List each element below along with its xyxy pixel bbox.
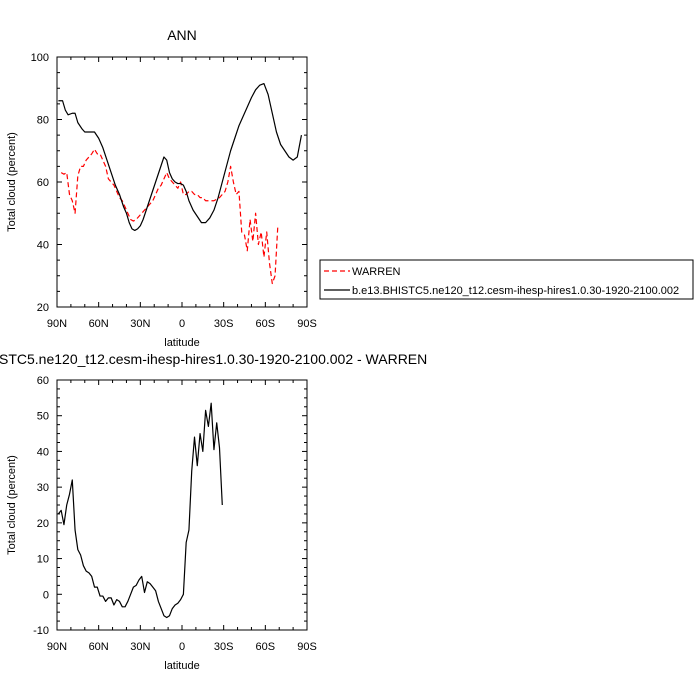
chart-top-ytick-label: 20 [37,302,49,314]
chart-bottom-series [57,402,223,619]
chart-bottom-ytick-label: 40 [37,446,49,458]
chart-top-ytick-label: 100 [31,52,49,64]
chart-top-ytick-label: 80 [37,115,49,127]
chart-bottom-xtick-label: 60S [256,641,276,653]
chart-top-series-warren-line [60,148,279,285]
chart-top-xtick-label: 60S [256,318,276,330]
chart-top-plot-area: 90N 60N 30N 0 30S 60S 90S 20 40 60 80 100 [31,52,317,330]
chart-top-xtick-label: 90N [47,318,67,330]
chart-bottom-xtick-label: 90N [47,641,67,653]
chart-bottom-xtick-label: 90S [297,641,317,653]
chart-bottom: b.e13.BHISTC5.ne120_t12.cesm-ihesp-hires… [0,351,427,672]
chart-bottom-xtick-label: 60N [89,641,109,653]
chart-top-series-model-line [58,82,303,232]
chart-bottom-xlabel: latitude [164,660,199,672]
chart-bottom-title: b.e13.BHISTC5.ne120_t12.cesm-ihesp-hires… [0,351,427,367]
chart-bottom-xtick-label: 30S [214,641,234,653]
chart-bottom-ytick-label: 60 [37,375,49,387]
chart-top-ytick-label: 40 [37,240,49,252]
chart-top-title: ANN [167,27,197,43]
chart-bottom-series-difference-line [57,402,223,619]
chart-bottom-plot-area: 90N 60N 30N 0 30S 60S 90S -10 0 10 20 30 40 50 60 [33,375,317,653]
chart-top-xtick-label: 90S [297,318,317,330]
chart-top-frame [56,56,308,308]
chart-bottom-ytick-label: 20 [37,518,49,530]
chart-top-xtick-label: 0 [179,318,185,330]
chart-top-ytick-label: 60 [37,177,49,189]
chart-bottom-ticks: 90N 60N 30N 0 30S 60S 90S -10 0 10 20 30 40 50 60 [33,375,317,653]
legend: WARREN b.e13.BHISTC5.ne120_t12.cesm-ihes… [319,259,694,300]
chart-bottom-ytick-label: 0 [43,589,49,601]
chart-top-xlabel: latitude [164,337,199,349]
chart-top-xtick-label: 60N [89,318,109,330]
chart-top-ylabel: Total cloud (percent) [6,132,18,232]
chart-bottom-ytick-label: 50 [37,411,49,423]
chart-top-series [58,82,303,285]
chart-top-ticks: 90N 60N 30N 0 30S 60S 90S 20 40 60 80 100 [31,52,317,330]
chart-bottom-ytick-label: 10 [37,554,49,566]
legend-box [319,259,694,300]
legend-label-warren: WARREN [352,266,401,278]
chart-top-xtick-label: 30N [130,318,150,330]
chart-top: ANN 90N 60N 30N 0 30S 60S 90S 20 40 60 80 100 latit… [6,27,317,349]
chart-bottom-ylabel: Total cloud (percent) [6,455,18,555]
legend-label-model: b.e13.BHISTC5.ne120_t12.cesm-ihesp-hires… [352,285,679,297]
chart-bottom-ytick-label: 30 [37,482,49,494]
chart-bottom-xtick-label: 0 [179,641,185,653]
chart-bottom-ytick-label: -10 [33,625,49,637]
chart-bottom-xtick-label: 30N [130,641,150,653]
chart-top-xtick-label: 30S [214,318,234,330]
chart-bottom-frame [56,379,308,631]
